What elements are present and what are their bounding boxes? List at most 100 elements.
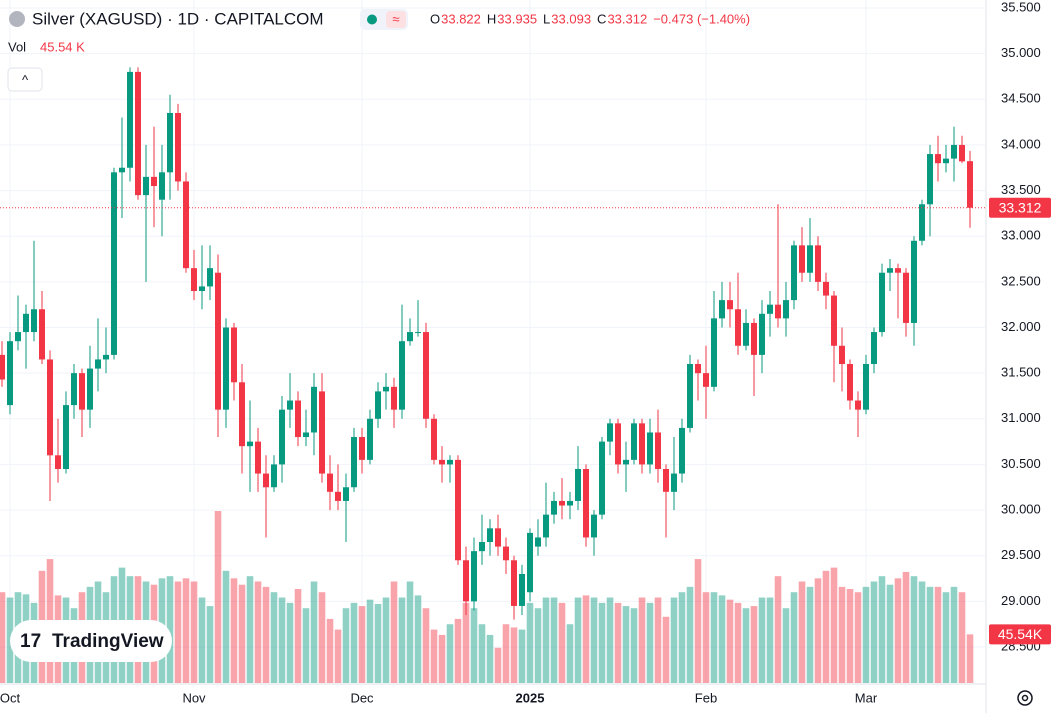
x-tick-label: Oct xyxy=(0,690,20,705)
ohlc: O 33.822 H 33.935 L 33.093 C 33.312 −0.473 (−1.4… xyxy=(430,11,750,26)
vol-value: 45.54 K xyxy=(40,39,85,54)
candle-body xyxy=(343,487,349,501)
candle-body xyxy=(951,144,957,159)
volume-bar xyxy=(278,597,286,683)
x-tick-label: Mar xyxy=(855,690,878,705)
volume-bar xyxy=(294,588,302,683)
volume-bar xyxy=(686,586,694,683)
volume-bar xyxy=(654,597,662,683)
candle-body xyxy=(519,573,525,606)
candle-body xyxy=(247,441,253,447)
volume-bar xyxy=(270,592,278,683)
volume-bar xyxy=(742,608,750,683)
candle-body xyxy=(567,500,573,506)
candle-body xyxy=(783,300,789,319)
volume-bar xyxy=(190,581,198,683)
y-tick-label: 31.500 xyxy=(1001,365,1041,380)
volume-bar xyxy=(590,597,598,683)
volume-bar xyxy=(286,602,294,683)
candle-body xyxy=(447,459,453,465)
ohlc-value: 33.312 xyxy=(607,11,647,26)
candle-body xyxy=(719,300,725,319)
volume-bar xyxy=(478,624,486,683)
candle-body xyxy=(463,560,469,602)
ohlc-key: C xyxy=(597,11,606,26)
candle-body xyxy=(71,373,77,406)
status-icon xyxy=(386,11,406,28)
volume-bar xyxy=(862,586,870,683)
candle-body xyxy=(479,542,485,552)
y-tick-label: 35.500 xyxy=(1001,0,1041,14)
volume-bar xyxy=(374,603,382,683)
candle-body xyxy=(295,400,301,438)
volume-bar xyxy=(510,627,518,683)
candle-body xyxy=(335,491,341,501)
volume-bar xyxy=(310,581,318,683)
volume-bar xyxy=(702,592,710,683)
volume-bar xyxy=(366,599,374,683)
volume-bar xyxy=(358,606,366,683)
volume-bar xyxy=(910,576,918,683)
volume-bar xyxy=(798,581,806,683)
volume-bar xyxy=(502,624,510,683)
candle-body xyxy=(215,272,221,410)
candle-body xyxy=(119,167,125,173)
volume-bar xyxy=(622,606,630,683)
volume-bar xyxy=(382,597,390,683)
settings-icon[interactable] xyxy=(1017,690,1033,706)
collapse-button[interactable] xyxy=(7,67,43,92)
candle-body xyxy=(0,354,5,380)
candle-body xyxy=(439,459,445,465)
volume-bar xyxy=(166,576,174,683)
candle-body xyxy=(311,386,317,433)
volume-bar xyxy=(902,571,910,683)
candle-body xyxy=(327,473,333,492)
candle-body xyxy=(903,272,909,323)
volume-bar xyxy=(230,578,238,683)
candle-body xyxy=(183,181,189,269)
volume-bar xyxy=(438,634,446,683)
y-tick-label: 34.500 xyxy=(1001,91,1041,106)
candle-body xyxy=(495,528,501,547)
symbol-icon xyxy=(9,11,25,27)
vol-title: Vol xyxy=(8,39,26,54)
candle-body xyxy=(111,172,117,355)
ohlc-value: 33.935 xyxy=(497,11,537,26)
candle-body xyxy=(167,112,173,173)
y-tick-label: 35.000 xyxy=(1001,45,1041,60)
volume-bar xyxy=(718,595,726,683)
volume-bar xyxy=(838,586,846,683)
candle-body xyxy=(471,551,477,602)
volume-bar xyxy=(422,608,430,683)
candle-body xyxy=(63,405,69,469)
candle-body xyxy=(7,341,13,406)
ohlc-key: O xyxy=(430,11,440,26)
candle-body xyxy=(655,432,661,469)
volume-bar xyxy=(734,602,742,683)
volume-bar xyxy=(822,570,830,683)
y-tick-label: 30.000 xyxy=(1001,502,1041,517)
volume-bar xyxy=(726,599,734,683)
candle-body xyxy=(95,359,101,369)
candle-body xyxy=(671,473,677,492)
candle-body xyxy=(767,304,773,314)
volume-bar xyxy=(614,602,622,683)
candle-body xyxy=(935,154,941,164)
volume-bar xyxy=(566,624,574,683)
volume-bar xyxy=(790,592,798,683)
candle-body xyxy=(879,272,885,333)
candle-body xyxy=(135,71,141,196)
candle-body xyxy=(127,71,133,168)
candle-body xyxy=(919,204,925,241)
volume-bar xyxy=(878,576,886,683)
volume-bar xyxy=(342,608,350,683)
volume-bar xyxy=(526,602,534,683)
ohlc-value: 33.093 xyxy=(551,11,591,26)
volume-bar xyxy=(198,597,206,683)
candle-body xyxy=(263,473,269,488)
volume-bar xyxy=(214,511,222,683)
candle-body xyxy=(23,313,29,333)
volume-bar xyxy=(646,602,654,683)
volume-bar xyxy=(430,629,438,683)
